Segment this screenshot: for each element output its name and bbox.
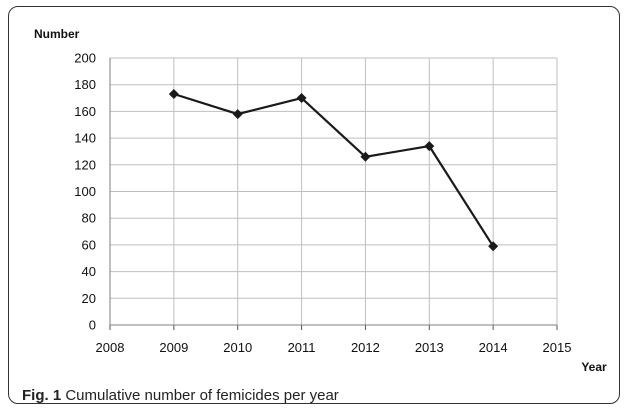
series-line (173, 92, 495, 247)
y-tick-label: 120 (74, 157, 96, 172)
x-axis-label: Year (581, 360, 607, 374)
x-tick-label: 2014 (479, 340, 508, 355)
y-tick-label: 180 (74, 77, 96, 92)
y-tick-label: 60 (82, 237, 96, 252)
gridlines (110, 57, 558, 325)
y-tick-labels: 0 20 40 60 80 100 120 140 160 180 200 (74, 51, 96, 333)
data-point (424, 141, 435, 152)
y-tick-label: 0 (89, 318, 96, 333)
y-axis-label: Number (34, 27, 80, 41)
x-tick-label: 2009 (159, 340, 188, 355)
line-chart: 0 20 40 60 80 100 120 140 160 180 200 2008 2009 2010… (34, 27, 607, 374)
caption-text: Cumulative number of femicides per year (61, 387, 339, 404)
y-tick-label: 140 (74, 131, 96, 146)
caption-label: Fig. 1 (22, 387, 62, 404)
axes (109, 58, 558, 330)
y-tick-label: 200 (74, 51, 96, 66)
y-tick-label: 40 (82, 264, 96, 279)
y-tick-label: 160 (74, 104, 96, 119)
x-tick-label: 2013 (415, 340, 444, 355)
y-tick-label: 100 (74, 184, 96, 199)
data-point (232, 109, 243, 120)
x-tick-label: 2011 (288, 340, 316, 355)
x-tick-label: 2008 (96, 340, 125, 355)
x-tick-label: 2015 (543, 340, 572, 355)
data-point (296, 93, 307, 104)
y-tick-label: 20 (82, 291, 96, 306)
data-point (360, 151, 371, 162)
x-tick-label: 2010 (223, 340, 252, 355)
x-tick-label: 2012 (351, 340, 380, 355)
y-tick-label: 80 (82, 211, 96, 226)
data-point (168, 89, 179, 100)
figure-caption: Fig. 1 Cumulative number of femicides pe… (22, 387, 339, 404)
x-tick-labels: 2008 2009 2010 2011 2012 2013 2014 2015 (96, 340, 572, 355)
data-points (168, 89, 499, 252)
data-point (488, 241, 499, 252)
